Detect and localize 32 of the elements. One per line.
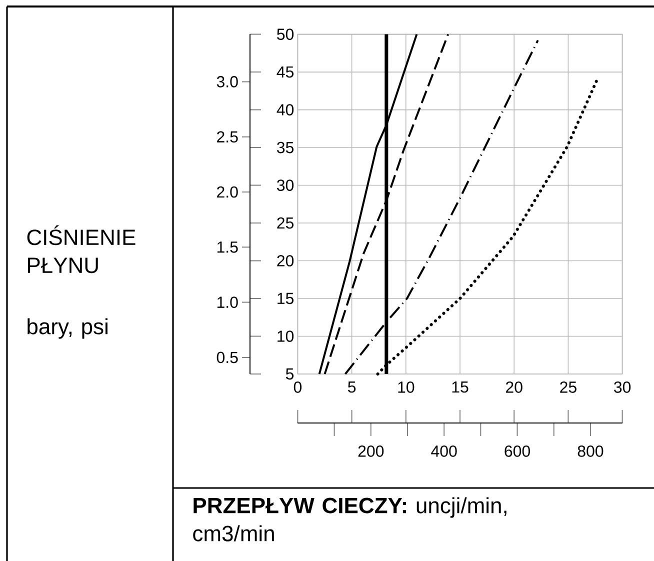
y-tick-label: 10 <box>278 330 294 342</box>
x-tick-label: 15 <box>452 382 468 393</box>
x2-tick-label: 800 <box>578 446 604 457</box>
y-tick-label: 30 <box>276 180 294 191</box>
y2-tick-label: 0.5 <box>216 352 238 364</box>
text: CIŚNIENIE PŁYNU <box>27 225 136 274</box>
x2-tick-label: 200 <box>358 446 384 457</box>
line-series <box>318 33 418 375</box>
x-tick-label: 5 <box>348 382 356 393</box>
text: bary, psi <box>28 318 108 339</box>
y-tick-label: 20 <box>277 255 294 266</box>
y-tick-label: 50 <box>277 28 294 40</box>
y-tick-label: 15 <box>278 292 294 304</box>
y-tick-label: 40 <box>276 104 294 116</box>
x2-tick-label: 400 <box>431 446 457 457</box>
y-tick-label: 25 <box>277 217 294 229</box>
x2-tick-label: 600 <box>504 446 530 457</box>
x-tick-label: 10 <box>398 382 414 393</box>
text: PRZEPŁYW CIECZY: uncji/min, cm3/min <box>193 497 506 542</box>
y-tick-label: 35 <box>276 142 294 154</box>
line-series <box>324 33 450 375</box>
x-tick-label: 25 <box>560 382 576 393</box>
y2-tick-label: 1.5 <box>217 242 238 253</box>
y2-tick-label: 3.0 <box>216 76 238 88</box>
x-tick-label: 30 <box>614 382 631 393</box>
x-tick-label: 0 <box>294 382 302 393</box>
y2-tick-label: 2.0 <box>217 186 238 198</box>
y2-tick-label: 1.0 <box>217 296 238 308</box>
y-tick-label: 5 <box>286 368 294 380</box>
x-tick-label: 20 <box>506 382 522 393</box>
y2-tick-label: 2.5 <box>217 131 238 143</box>
y-tick-label: 45 <box>276 66 294 78</box>
